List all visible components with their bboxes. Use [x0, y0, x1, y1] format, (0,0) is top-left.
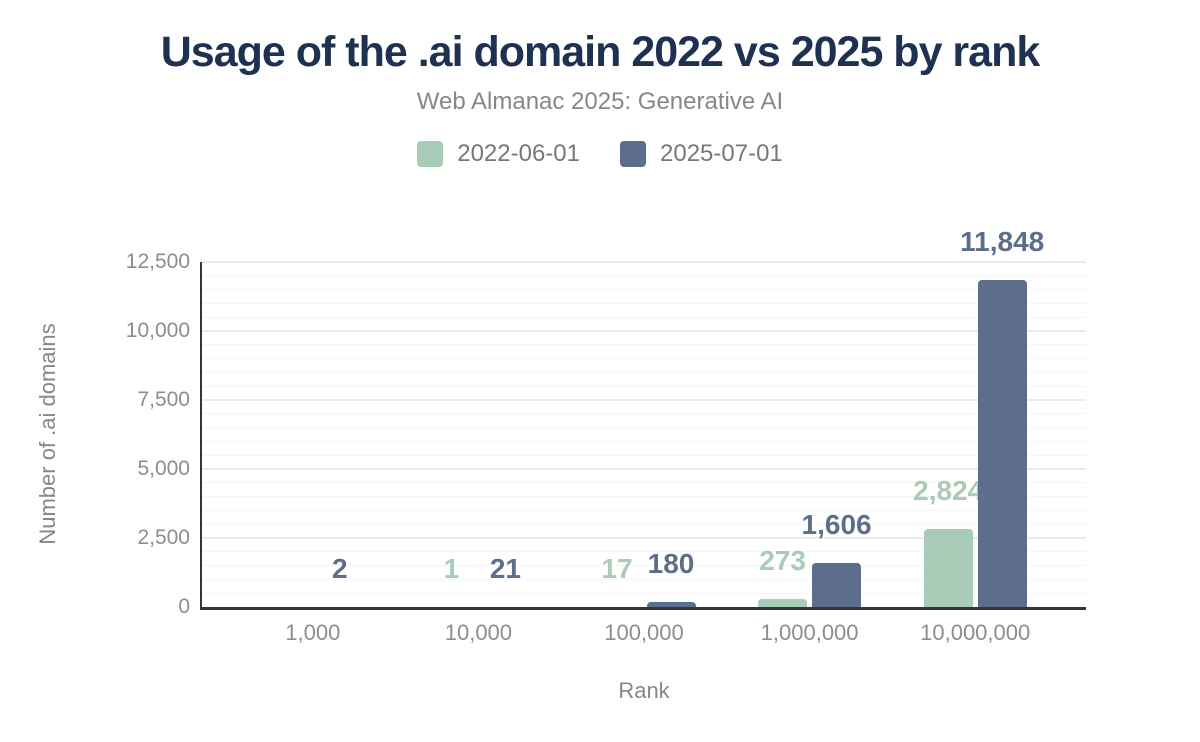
bar-value-label: 17 [601, 553, 633, 584]
y-tick-label: 2,500 [137, 526, 190, 549]
chart-subtitle: Web Almanac 2025: Generative AI [416, 88, 784, 115]
y-tick-label: 10,000 [125, 319, 190, 342]
bar-2022-06-01-10000000 [923, 529, 973, 607]
gridline-minor [202, 565, 1086, 567]
bar-value-label: 11,848 [960, 226, 1045, 257]
y-tick-label: 7,500 [137, 388, 190, 411]
bar-value-label: 1 [443, 553, 460, 584]
legend-label-2022: 2022-06-01 [457, 140, 580, 167]
legend-item-2025: 2025-07-01 [620, 140, 783, 168]
legend-swatch-2025 [620, 141, 646, 167]
gridline-minor [202, 523, 1086, 525]
gridline-minor [202, 440, 1086, 442]
bar-2022-06-01-1000000 [758, 599, 808, 607]
bar-value-label: 21 [489, 553, 521, 584]
gridline-minor [202, 482, 1086, 484]
gridline-major [202, 537, 1086, 539]
bar-2025-07-01-1000000 [812, 562, 862, 607]
gridline-minor [202, 358, 1086, 360]
gridline-minor [202, 344, 1086, 346]
gridline-minor [202, 371, 1086, 373]
gridline-minor [202, 413, 1086, 415]
gridline-minor [202, 316, 1086, 318]
gridline-major [202, 330, 1086, 332]
bar-value-label: 180 [647, 548, 695, 580]
chart-legend: 2022-06-01 2025-07-01 [0, 140, 1200, 168]
y-axis-title: Number of .ai domains [35, 323, 60, 545]
bar-2025-07-01-100000 [646, 602, 696, 607]
gridline-minor [202, 592, 1086, 594]
x-tick-label: 100,000 [604, 620, 684, 645]
gridline-major [202, 261, 1086, 263]
y-tick-label: 5,000 [137, 457, 190, 480]
bar-value-label: 1,606 [801, 508, 872, 540]
gridline-minor [202, 427, 1086, 429]
gridline-minor [202, 385, 1086, 387]
bar-value-label: 2 [332, 553, 348, 584]
legend-item-2022: 2022-06-01 [417, 140, 580, 168]
gridline-minor [202, 302, 1086, 304]
bar-value-label: 2,824 [913, 475, 984, 507]
x-axis-title: Rank [618, 678, 670, 703]
y-tick-label: 0 [178, 595, 190, 618]
gridline-minor [202, 578, 1086, 580]
x-tick-label: 1,000,000 [760, 620, 859, 645]
bar-2025-07-01-10000000 [977, 280, 1027, 607]
gridline-minor [202, 454, 1086, 456]
gridline-major [202, 399, 1086, 401]
gridline-minor [202, 551, 1086, 553]
bar-value-label: 273 [759, 545, 806, 577]
gridline-minor [202, 275, 1086, 277]
legend-label-2025: 2025-07-01 [660, 140, 783, 167]
legend-swatch-2022 [417, 141, 444, 167]
chart-title: Usage of the .ai domain 2022 vs 2025 by … [160, 28, 1041, 76]
gridline-major [202, 468, 1086, 470]
x-tick-label: 10,000 [444, 620, 513, 645]
gridline-minor [202, 496, 1086, 498]
gridline-minor [202, 509, 1086, 511]
y-tick-label: 12,500 [125, 250, 190, 273]
x-tick-label: 10,000,000 [920, 620, 1031, 645]
gridline-minor [202, 289, 1086, 291]
plot-area: 2 1 21 17 180 273 1,606 2,824 11,848 [200, 228, 1086, 610]
x-tick-label: 1,000 [285, 620, 341, 645]
